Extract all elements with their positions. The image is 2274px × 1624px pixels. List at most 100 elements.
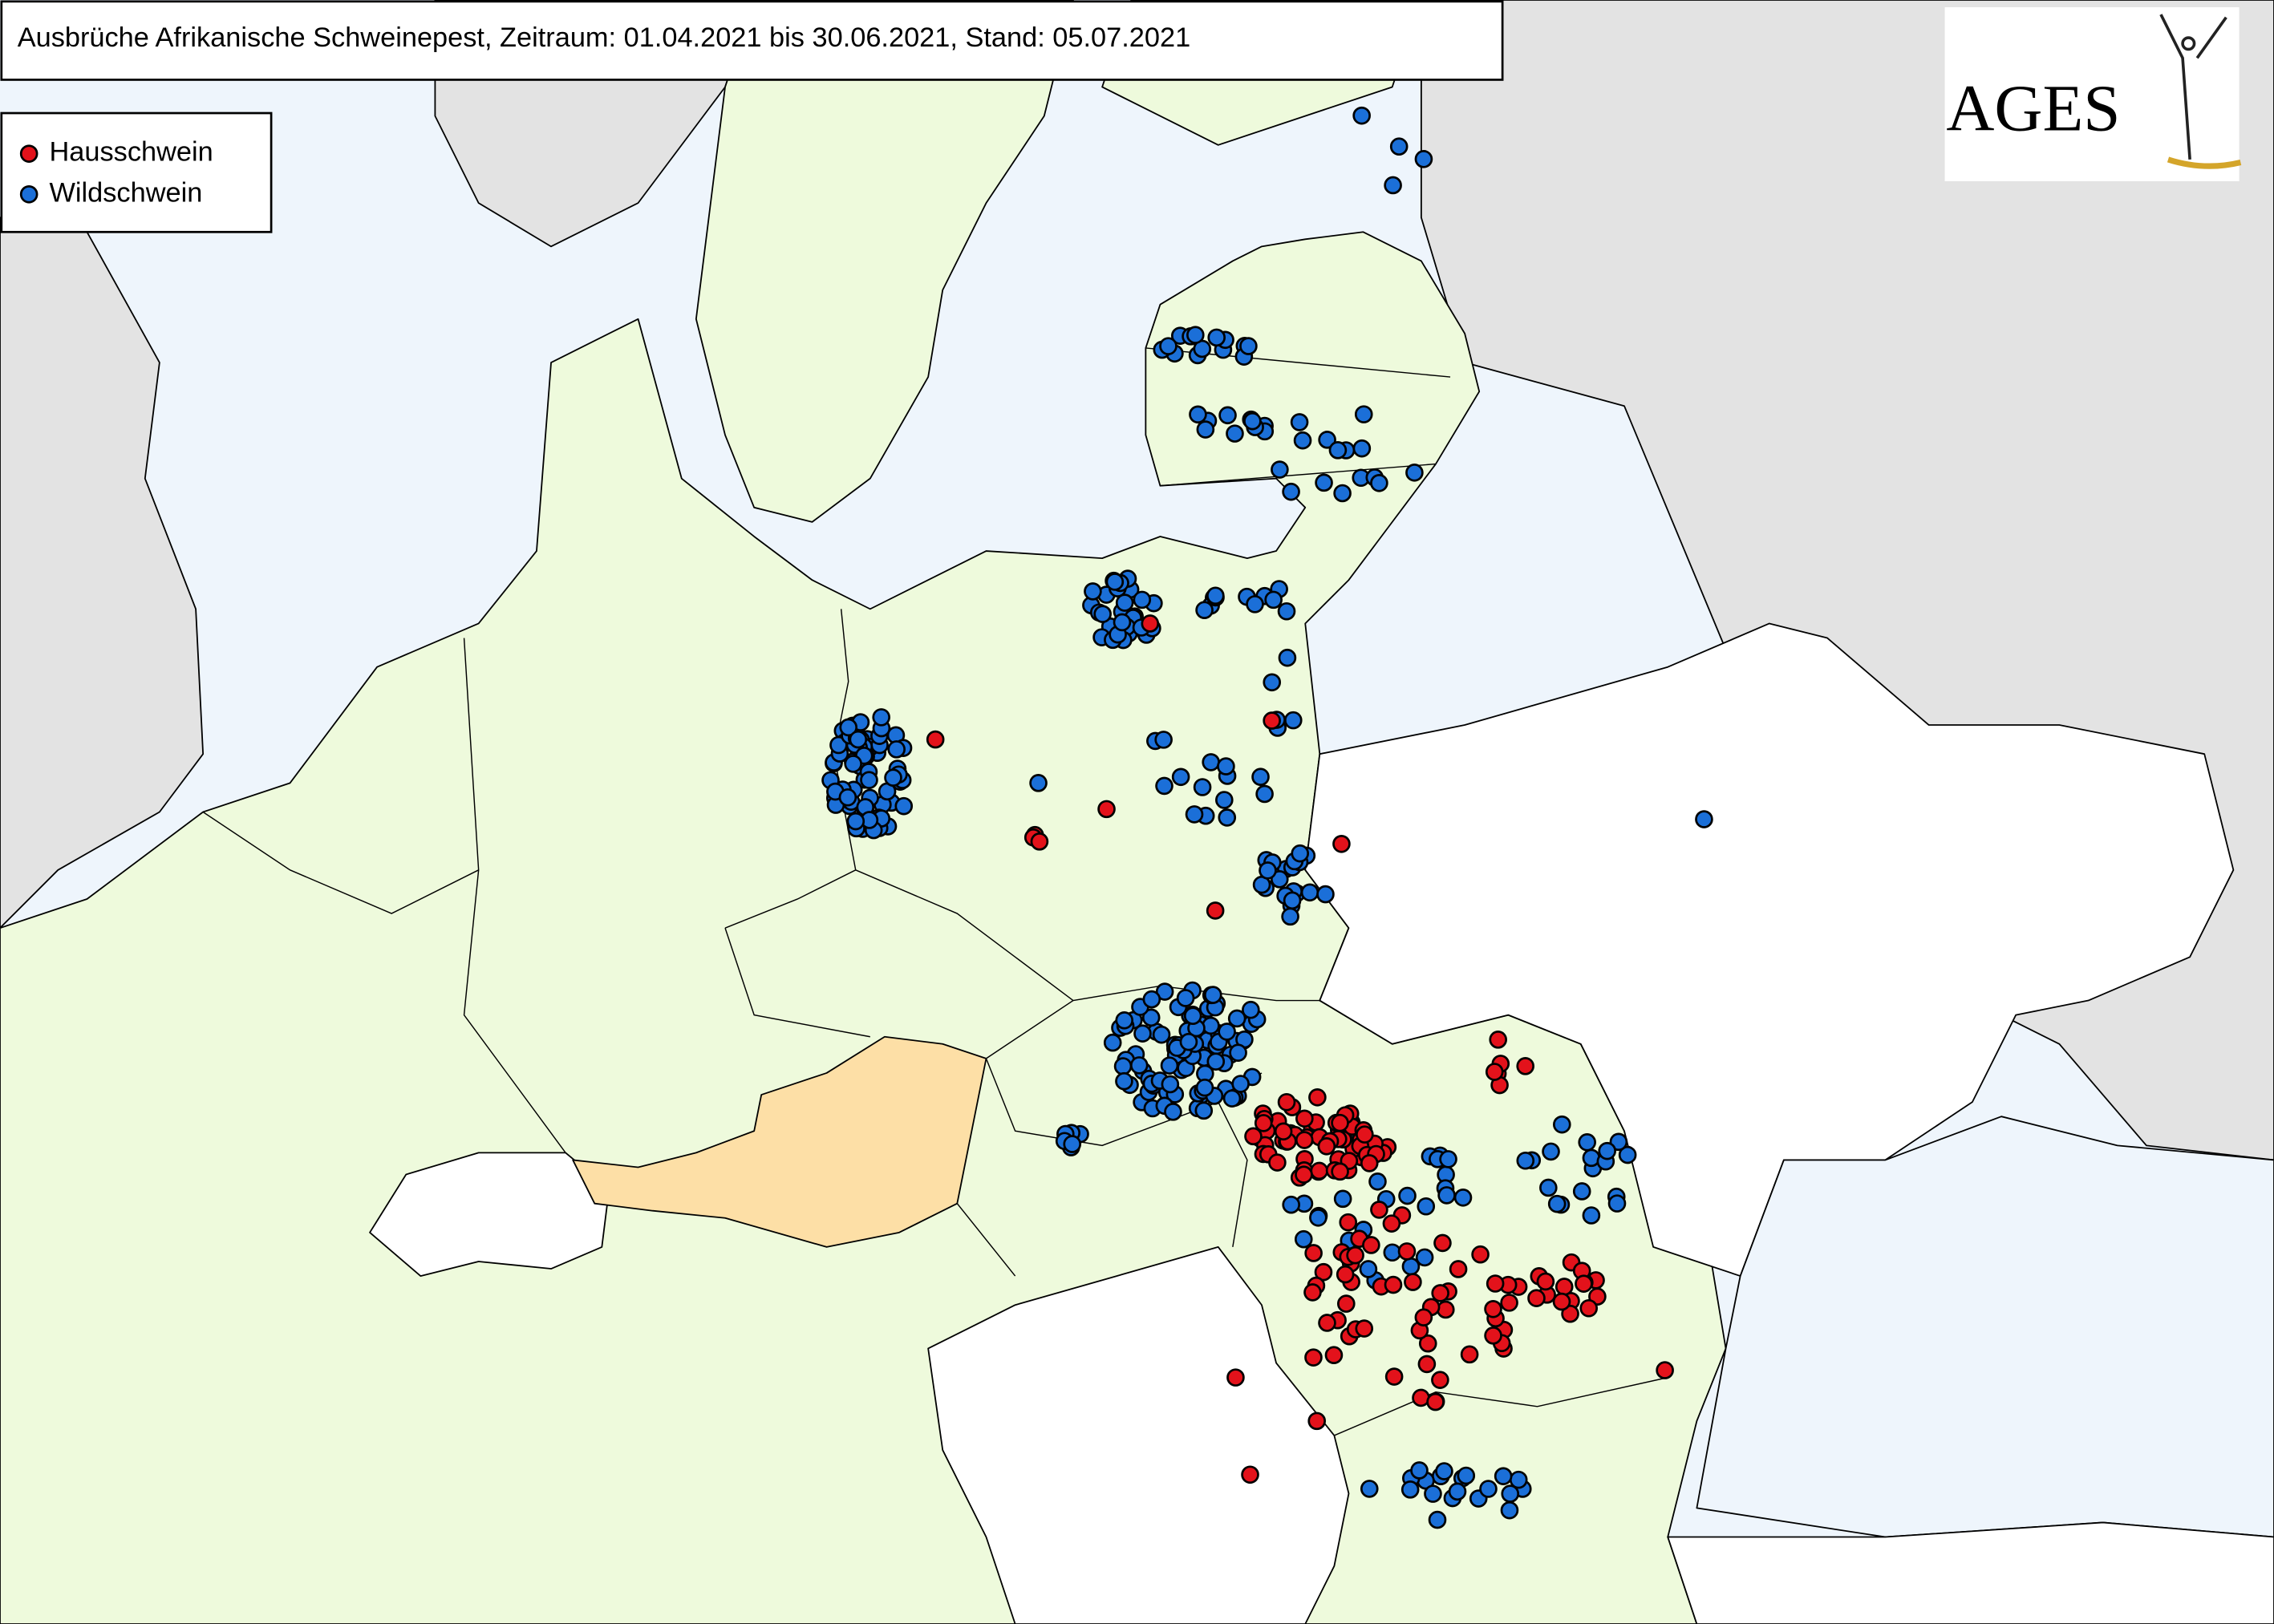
outbreak-wild-boar [1354,405,1373,423]
outbreak-wild-boar [887,740,906,759]
outbreak-wild-boar [1290,413,1309,431]
outbreak-domestic-pig [1555,1278,1574,1296]
outbreak-wild-boar [1207,328,1226,347]
outbreak-domestic-pig [1384,1367,1404,1386]
outbreak-wild-boar [1152,1025,1171,1044]
black-sea [1696,1116,2274,1538]
outbreak-wild-boar [1598,1141,1616,1160]
outbreak-domestic-pig [1579,1298,1599,1318]
outbreak-wild-boar [1494,1467,1513,1485]
outbreak-wild-boar [1283,891,1302,910]
outbreak-wild-boar [1328,441,1348,460]
outbreak-wild-boar [1142,990,1161,1009]
outbreak-wild-boar [1291,844,1310,863]
outbreak-domestic-pig [1382,1214,1401,1233]
logo-text: AGES [1946,71,2120,145]
outbreak-wild-boar [1384,176,1402,195]
outbreak-wild-boar [1171,767,1190,787]
outbreak-wild-boar [1457,1466,1476,1485]
outbreak-wild-boar [1300,883,1319,902]
outbreak-domestic-pig [1418,1334,1437,1353]
outbreak-domestic-pig [1336,1265,1355,1284]
belarus-ukraine [1304,622,2235,1277]
outbreak-wild-boar [1195,1078,1214,1097]
outbreak-domestic-pig [1436,1300,1455,1319]
legend: Hausschwein Wildschwein [19,137,213,208]
outbreak-wild-boar [1695,810,1713,828]
outbreak-wild-boar [1435,1462,1453,1480]
outbreak-wild-boar [1195,601,1214,620]
outbreak-wild-boar [1202,1016,1220,1035]
outbreak-domestic-pig [1263,711,1281,730]
outbreak-domestic-pig [1449,1260,1468,1278]
outbreak-domestic-pig [1097,800,1116,819]
outbreak-wild-boar [1360,1480,1379,1498]
outbreak-wild-boar [884,768,902,788]
legend-marker [19,144,39,163]
outbreak-domestic-pig [1360,1154,1379,1172]
outbreak-wild-boar [1400,1480,1420,1499]
outbreak-wild-boar [1259,861,1277,880]
outbreak-wild-boar [1206,1052,1226,1071]
turkey [1667,1521,2274,1624]
outbreak-domestic-pig [1489,1031,1508,1049]
outbreak-wild-boar [1500,1500,1519,1520]
outbreak-wild-boar [1217,757,1235,776]
outbreak-wild-boar [1271,460,1289,479]
outbreak-domestic-pig [1339,1213,1358,1232]
outbreak-wild-boar [1448,1482,1467,1501]
outbreak-wild-boar [1417,1197,1436,1216]
outbreak-domestic-pig [1486,1274,1505,1293]
outbreak-wild-boar [1333,484,1352,503]
outbreak-domestic-pig [1295,1131,1314,1149]
outbreak-wild-boar [1246,595,1264,614]
outbreak-domestic-pig [1552,1292,1571,1311]
outbreak-domestic-pig [1460,1345,1479,1364]
outbreak-wild-boar [1161,1075,1180,1094]
title-box [0,0,1504,81]
outbreak-wild-boar [1141,1008,1161,1027]
outbreak-wild-boar [1084,582,1102,601]
outbreak-domestic-pig [1331,1113,1349,1132]
outbreak-wild-boar [1263,673,1282,692]
outbreak-domestic-pig [1030,832,1049,851]
outbreak-wild-boar [1547,1194,1567,1213]
outbreak-domestic-pig [1346,1245,1364,1265]
outbreak-wild-boar [844,755,862,773]
outbreak-wild-boar [1352,106,1371,125]
outbreak-wild-boar [1093,605,1112,623]
outbreak-domestic-pig [1527,1289,1546,1307]
outbreak-domestic-pig [1433,1233,1452,1253]
outbreak-wild-boar [1203,986,1222,1004]
outbreak-wild-boar [1185,805,1204,824]
outbreak-wild-boar [1239,337,1258,355]
outbreak-wild-boar [1164,1103,1182,1121]
outbreak-wild-boar [1453,1189,1473,1207]
outbreak-wild-boar [1206,586,1225,605]
outbreak-domestic-pig [1317,1136,1336,1156]
outbreak-wild-boar [1618,1145,1637,1164]
outbreak-wild-boar [1063,1135,1082,1153]
outbreak-domestic-pig [1332,834,1351,853]
outbreak-wild-boar [1154,731,1173,749]
outbreak-wild-boar [1231,1075,1250,1093]
outbreak-wild-boar [1383,1243,1402,1262]
outbreak-wild-boar [1282,482,1300,501]
outbreak-wild-boar [1516,1151,1535,1170]
outbreak-wild-boar [1105,573,1125,591]
outbreak-domestic-pig [1397,1242,1417,1261]
outbreak-wild-boar [894,796,914,816]
outbreak-wild-boar [1424,1484,1442,1503]
outbreak-wild-boar [1282,1195,1300,1214]
outbreak-domestic-pig [1318,1314,1336,1332]
outbreaks [821,106,1713,1529]
outbreak-domestic-pig [1561,1304,1579,1323]
outbreak-wild-boar [1113,613,1132,632]
outbreak-wild-boar [1318,431,1336,449]
outbreak-wild-boar [1179,1032,1198,1051]
outbreak-domestic-pig [1308,1088,1327,1107]
outbreak-wild-boar [1389,137,1409,156]
outbreak-wild-boar [1251,767,1270,787]
logo-figure [2159,14,2227,160]
outbreak-domestic-pig [1295,1165,1313,1184]
